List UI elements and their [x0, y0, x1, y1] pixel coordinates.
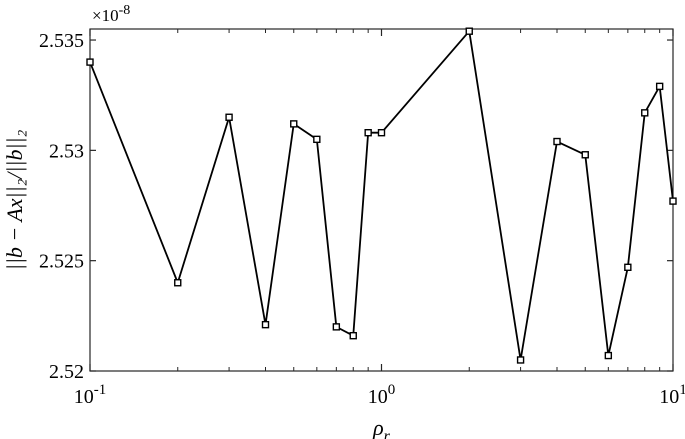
- y-tick-label: 2.52: [49, 361, 84, 383]
- x-tick-label: 101: [659, 382, 685, 408]
- plot-frame: [89, 28, 674, 372]
- data-point: [174, 279, 182, 287]
- data-point: [364, 129, 372, 137]
- y-axis: 2.52 2.525 2.53 2.535: [39, 30, 673, 383]
- y-tick-label: 2.53: [49, 140, 84, 162]
- data-point: [669, 197, 677, 205]
- data-point: [225, 113, 233, 121]
- data-point: [332, 323, 341, 331]
- y-axis-multiplier: ×10-8: [92, 3, 130, 25]
- y-tick-label: 2.535: [39, 30, 84, 52]
- x-tick-label: 100: [368, 382, 396, 408]
- series-line: [89, 30, 674, 361]
- data-point: [604, 351, 613, 360]
- data-point: [516, 356, 525, 364]
- data-point: [624, 263, 632, 271]
- data-point: [290, 120, 298, 128]
- data-point: [553, 137, 561, 146]
- data-point: [86, 58, 94, 66]
- data-point: [377, 129, 386, 137]
- data-series: [86, 27, 677, 364]
- data-point: [641, 109, 649, 117]
- data-point: [261, 320, 270, 329]
- data-point: [465, 27, 473, 35]
- data-point: [313, 135, 321, 144]
- plot-area: [89, 28, 674, 372]
- x-tick-label: 10-1: [74, 382, 107, 408]
- data-point: [581, 151, 589, 159]
- y-axis-label: ||b − Ax||₂/||b||₂: [2, 129, 27, 270]
- data-point: [349, 331, 357, 340]
- data-point: [655, 82, 664, 91]
- y-tick-label: 2.525: [39, 251, 84, 273]
- x-axis-label: ρr: [372, 415, 391, 439]
- x-axis: 10-1 100 101: [74, 29, 685, 408]
